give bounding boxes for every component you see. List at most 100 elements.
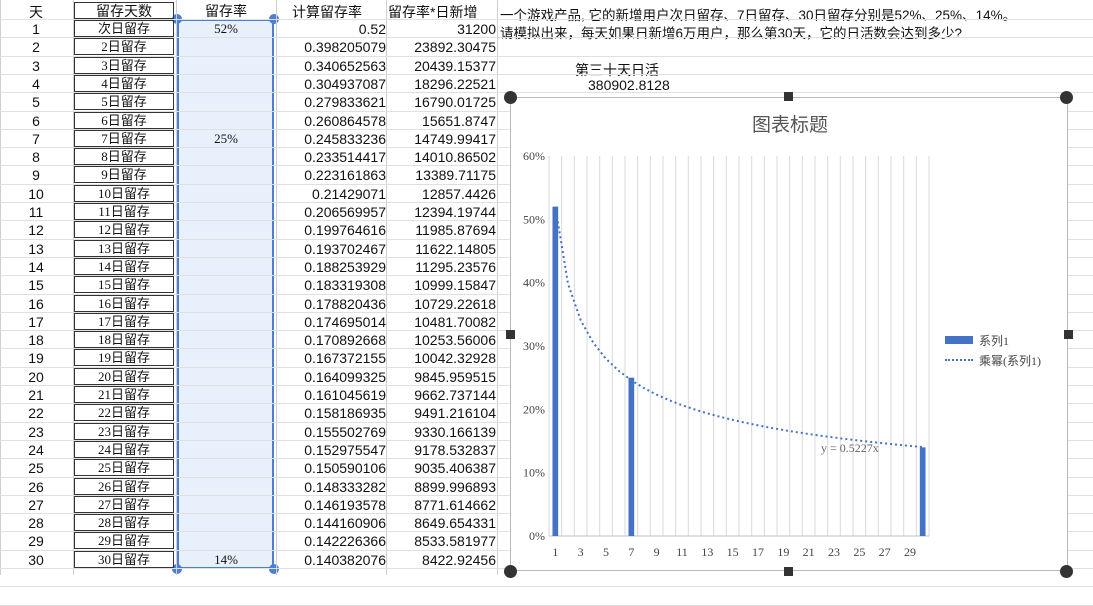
dau-30-value[interactable]: 380902.8128	[588, 77, 670, 93]
cell-rate-times-new[interactable]: 9178.532837	[414, 441, 496, 458]
cell-day[interactable]: 10	[28, 185, 44, 202]
cell-retention-label[interactable]: 次日留存	[97, 21, 150, 36]
cell-retention-label[interactable]: 17日留存	[97, 313, 150, 329]
cell-retention-rate[interactable]: 25%	[214, 130, 238, 146]
cell-calc-rate[interactable]: 0.398205079	[304, 39, 386, 56]
cell-retention-label[interactable]: 14日留存	[97, 258, 150, 274]
cell-rate-times-new[interactable]: 10042.32928	[414, 350, 496, 367]
cell-retention-rate[interactable]	[178, 93, 274, 111]
cell-calc-rate[interactable]: 0.304937087	[304, 75, 386, 92]
chart-handle-bottom-left[interactable]	[504, 565, 517, 578]
cell-retention-rate[interactable]	[178, 203, 274, 221]
cell-calc-rate[interactable]: 0.161045619	[304, 387, 386, 403]
cell-retention-rate[interactable]	[178, 514, 274, 532]
cell-calc-rate[interactable]: 0.260864578	[304, 112, 386, 129]
cell-rate-times-new[interactable]: 10729.22618	[414, 295, 496, 312]
cell-calc-rate[interactable]: 0.140382076	[304, 551, 386, 568]
chart-handle-top-middle[interactable]	[784, 92, 793, 101]
cell-retention-label[interactable]: 18日留存	[97, 332, 150, 348]
cell-day[interactable]: 29	[28, 533, 44, 550]
cell-rate-times-new[interactable]: 9491.216104	[414, 405, 496, 422]
cell-day[interactable]: 30	[28, 551, 44, 568]
cell-retention-label[interactable]: 26日留存	[97, 478, 150, 494]
cell-retention-rate[interactable]	[178, 478, 274, 496]
cell-retention-rate[interactable]	[178, 75, 274, 93]
cell-day[interactable]: 16	[28, 295, 44, 312]
cell-rate-times-new[interactable]: 9845.959515	[414, 368, 496, 385]
cell-day[interactable]: 21	[28, 387, 44, 403]
cell-rate-times-new[interactable]: 9662.737144	[414, 387, 496, 403]
cell-day[interactable]: 25	[28, 460, 44, 477]
cell-retention-label[interactable]: 19日留存	[97, 350, 150, 366]
cell-retention-rate[interactable]	[178, 295, 274, 313]
cell-rate-times-new[interactable]: 9035.406387	[414, 460, 496, 477]
cell-day[interactable]: 27	[28, 496, 44, 513]
cell-calc-rate[interactable]: 0.150590106	[304, 460, 386, 477]
cell-retention-rate[interactable]	[178, 441, 274, 459]
header-calc-rate[interactable]: 计算留存率	[292, 4, 362, 20]
cell-rate-times-new[interactable]: 11295.23576	[415, 258, 496, 275]
cell-rate-times-new[interactable]: 8771.614662	[414, 496, 496, 513]
cell-calc-rate[interactable]: 0.158186935	[304, 405, 386, 422]
cell-retention-label[interactable]: 25日留存	[97, 460, 150, 476]
cell-retention-rate[interactable]	[178, 276, 274, 294]
cell-retention-rate[interactable]	[178, 496, 274, 514]
cell-day[interactable]: 13	[28, 240, 44, 257]
cell-retention-rate[interactable]	[178, 423, 274, 441]
cell-day[interactable]: 23	[28, 423, 44, 440]
cell-retention-label[interactable]: 4日留存	[101, 75, 147, 91]
cell-calc-rate[interactable]: 0.223161863	[304, 167, 386, 184]
cell-retention-rate[interactable]	[178, 313, 274, 331]
cell-calc-rate[interactable]: 0.174695014	[304, 313, 386, 330]
cell-day[interactable]: 7	[32, 130, 40, 147]
cell-day[interactable]: 11	[28, 204, 44, 220]
cell-retention-label[interactable]: 7日留存	[101, 130, 147, 146]
cell-rate-times-new[interactable]: 18296.22521	[414, 75, 496, 92]
cell-rate-times-new[interactable]: 11622.14805	[415, 240, 496, 257]
cell-calc-rate[interactable]: 0.183319308	[304, 277, 386, 294]
cell-day[interactable]: 22	[28, 405, 44, 422]
cell-day[interactable]: 4	[32, 75, 40, 92]
cell-calc-rate[interactable]: 0.170892668	[304, 332, 386, 349]
cell-calc-rate[interactable]: 0.21429071	[312, 185, 386, 202]
cell-retention-rate[interactable]	[178, 240, 274, 258]
cell-calc-rate[interactable]: 0.178820436	[304, 295, 386, 312]
cell-retention-label[interactable]: 12日留存	[97, 222, 150, 238]
cell-retention-rate[interactable]	[178, 331, 274, 349]
cell-retention-label[interactable]: 15日留存	[97, 277, 150, 293]
cell-rate-times-new[interactable]: 14010.86502	[414, 149, 496, 166]
cell-calc-rate[interactable]: 0.245833236	[304, 130, 386, 147]
chart-handle-top-right[interactable]	[1060, 91, 1073, 104]
cell-day[interactable]: 14	[28, 258, 44, 275]
cell-day[interactable]: 17	[28, 313, 44, 330]
cell-day[interactable]: 8	[32, 149, 40, 166]
cell-retention-rate[interactable]	[178, 459, 274, 477]
cell-retention-rate[interactable]: 52%	[214, 21, 238, 36]
cell-day[interactable]: 1	[32, 21, 40, 37]
chart-handle-middle-right[interactable]	[1064, 330, 1073, 339]
cell-rate-times-new[interactable]: 12394.19744	[414, 204, 496, 220]
cell-rate-times-new[interactable]: 14749.99417	[414, 130, 496, 147]
chart-handle-bottom-right[interactable]	[1060, 565, 1073, 578]
cell-retention-rate[interactable]	[178, 532, 274, 550]
cell-retention-rate[interactable]	[178, 221, 274, 239]
cell-day[interactable]: 5	[32, 94, 40, 111]
cell-rate-times-new[interactable]: 11985.87694	[415, 222, 496, 239]
cell-retention-label[interactable]: 13日留存	[97, 240, 150, 256]
cell-calc-rate[interactable]: 0.340652563	[304, 57, 386, 74]
cell-retention-label[interactable]: 5日留存	[101, 94, 147, 110]
cell-retention-label[interactable]: 30日留存	[97, 551, 150, 567]
cell-calc-rate[interactable]: 0.193702467	[304, 240, 386, 257]
cell-retention-label[interactable]: 10日留存	[97, 185, 150, 201]
cell-calc-rate[interactable]: 0.279833621	[304, 94, 386, 111]
cell-retention-label[interactable]: 8日留存	[101, 149, 147, 165]
cell-calc-rate[interactable]: 0.206569957	[304, 204, 386, 220]
cell-retention-rate[interactable]: 14%	[214, 551, 238, 567]
cell-day[interactable]: 9	[32, 167, 40, 184]
cell-rate-times-new[interactable]: 8899.996893	[414, 478, 496, 495]
cell-retention-rate[interactable]	[178, 38, 274, 56]
cell-calc-rate[interactable]: 0.164099325	[304, 368, 386, 385]
chart-handle-middle-left[interactable]	[506, 330, 515, 339]
cell-retention-rate[interactable]	[178, 368, 274, 386]
cell-retention-label[interactable]: 29日留存	[97, 533, 150, 549]
